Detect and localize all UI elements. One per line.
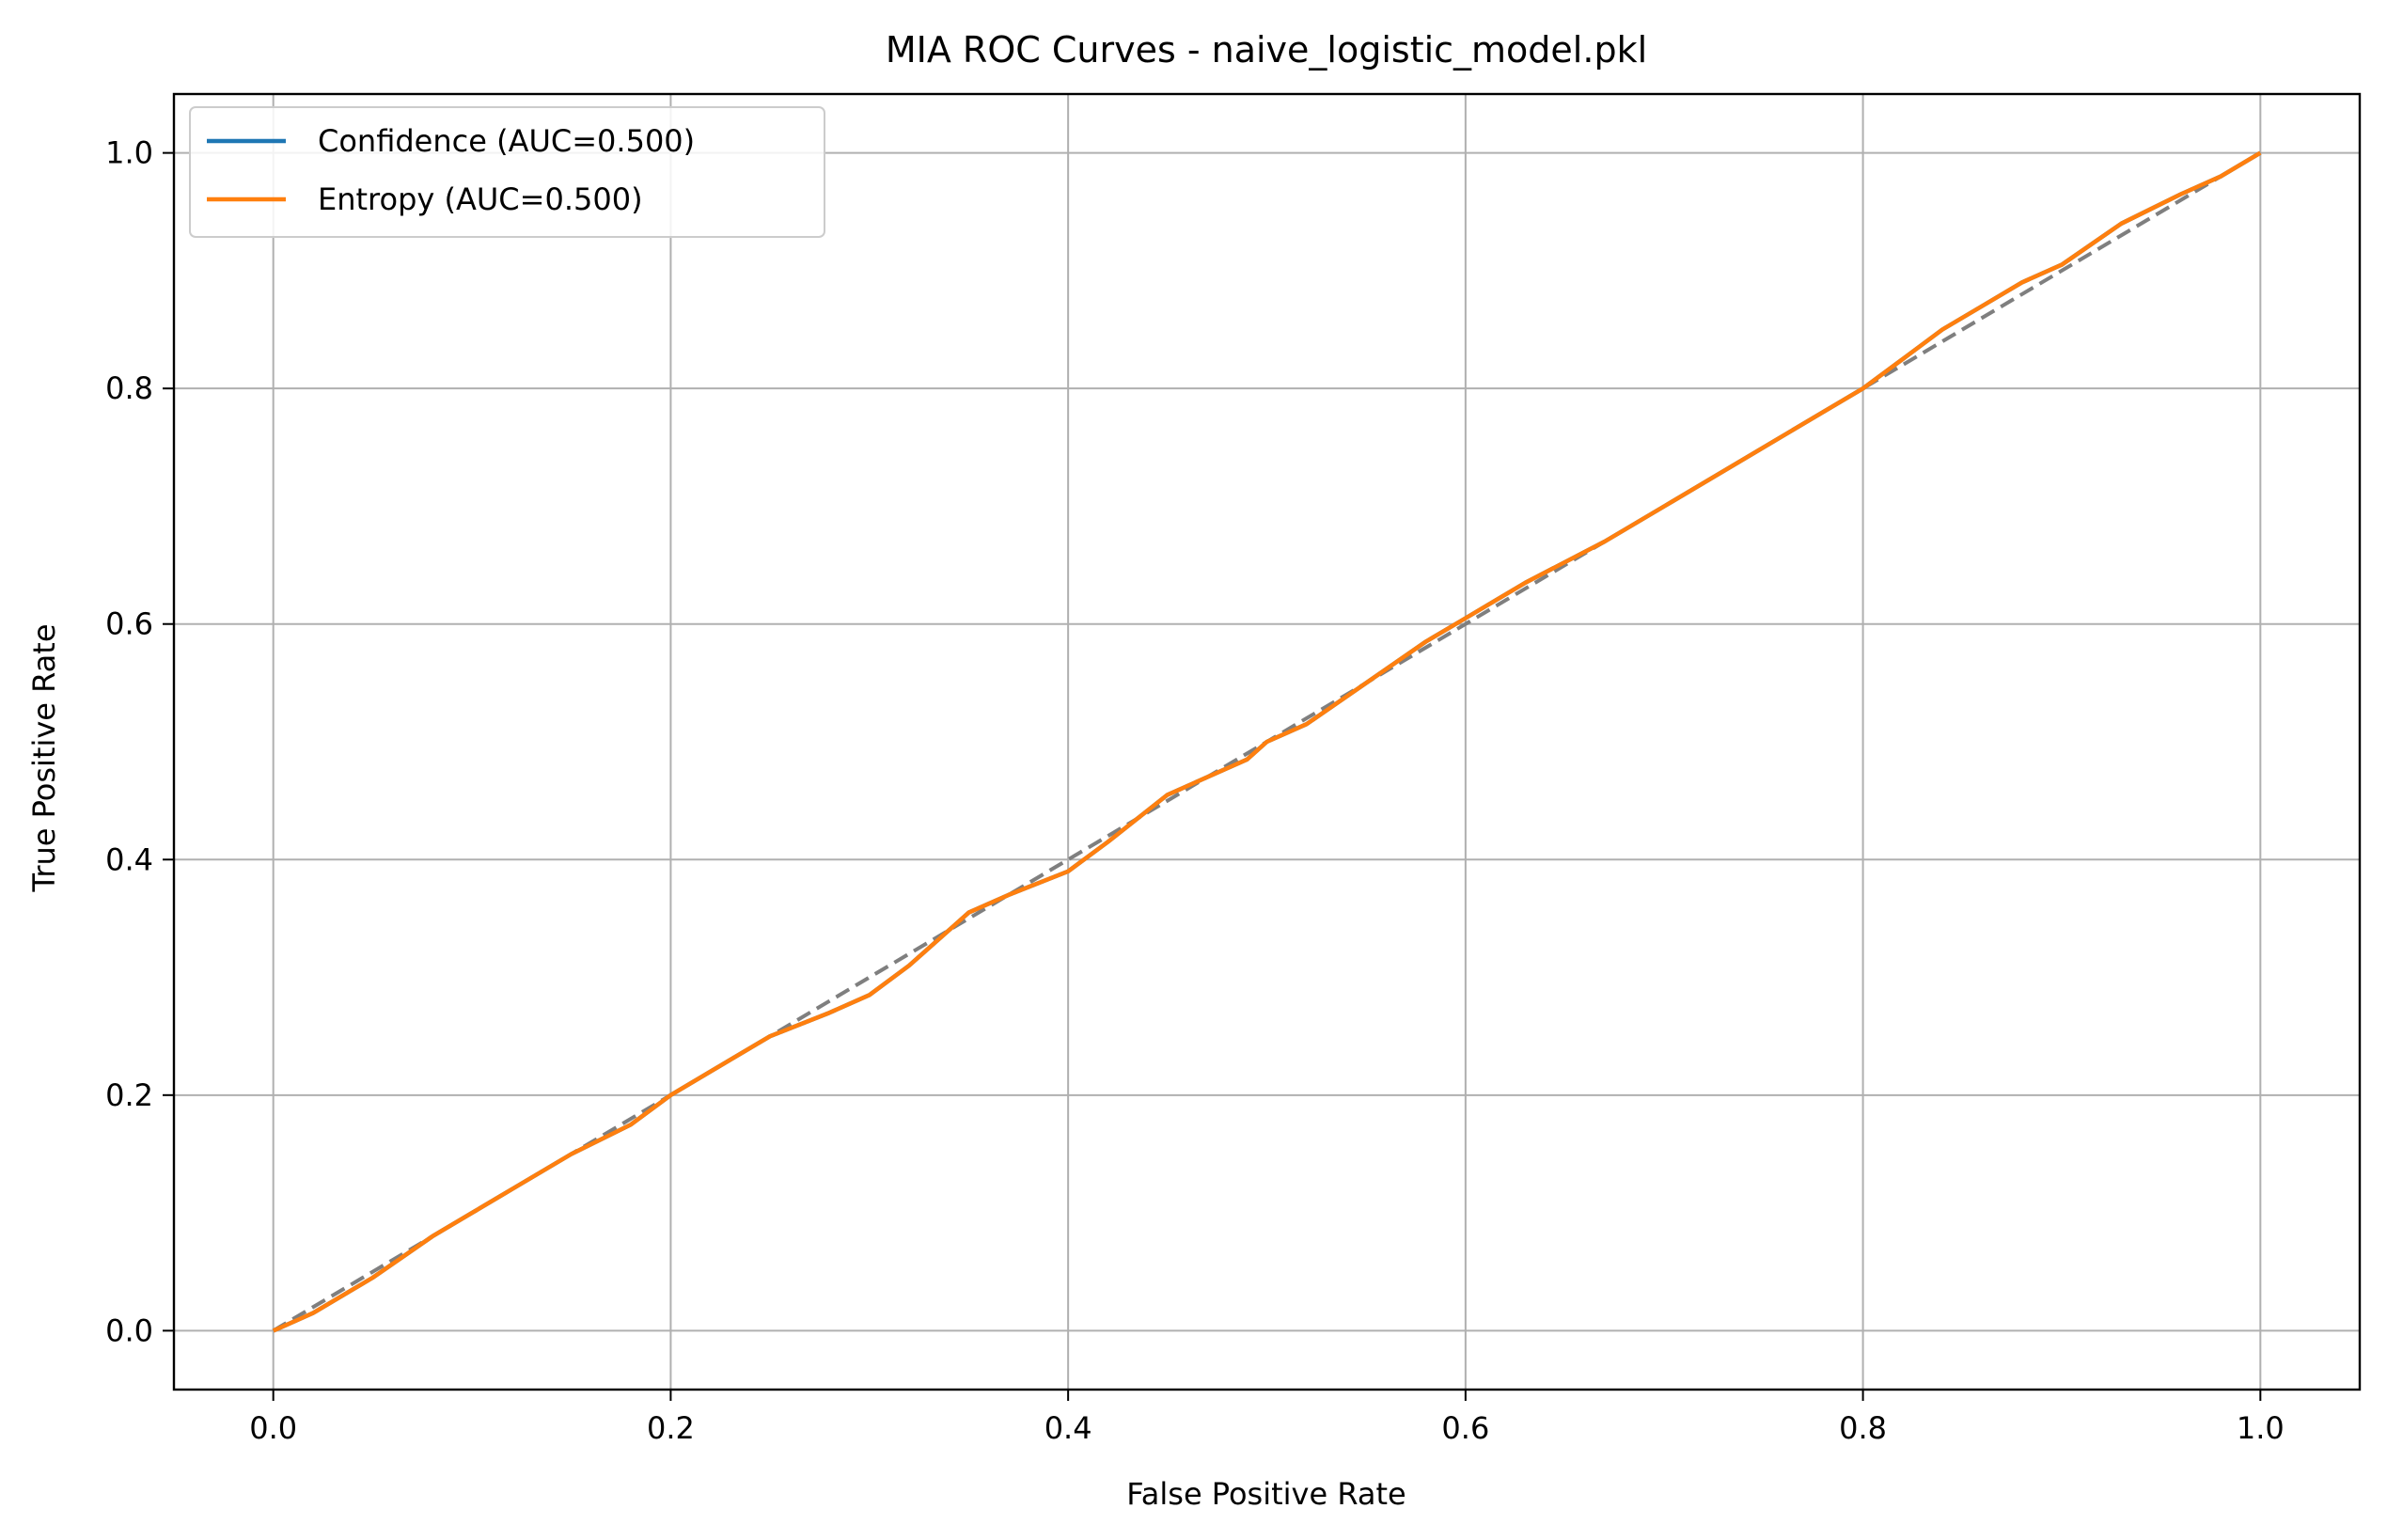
x-axis-ticks: 0.0 0.2 0.4 0.6 0.8 1.0 — [249, 1390, 2285, 1446]
x-tick-label: 0.8 — [1839, 1410, 1887, 1446]
series-lines — [272, 150, 2262, 1333]
y-tick-label: 0.8 — [105, 370, 153, 406]
legend-entry-label: Entropy (AUC=0.500) — [318, 181, 643, 217]
plot-frame — [172, 92, 2362, 1391]
grid — [174, 94, 2360, 1390]
y-tick-label: 0.4 — [105, 841, 153, 877]
y-axis-ticks: 0.0 0.2 0.4 0.6 0.8 1.0 — [105, 135, 174, 1348]
legend-box — [189, 106, 825, 238]
legend: Confidence (AUC=0.500) Entropy (AUC=0.500… — [189, 106, 825, 238]
series-line-entropy — [272, 150, 2262, 1333]
y-axis-label: True Positive Rate — [26, 623, 62, 892]
x-tick-label: 0.0 — [249, 1410, 297, 1446]
y-tick-label: 0.0 — [105, 1312, 153, 1348]
y-tick-label: 1.0 — [105, 135, 153, 171]
y-tick-label: 0.6 — [105, 606, 153, 642]
x-axis-label: False Positive Rate — [1126, 1476, 1406, 1512]
x-tick-label: 0.4 — [1044, 1410, 1092, 1446]
x-tick-label: 0.6 — [1441, 1410, 1489, 1446]
legend-entry-label: Confidence (AUC=0.500) — [318, 123, 695, 159]
x-tick-label: 1.0 — [2237, 1410, 2285, 1446]
chart-title: MIA ROC Curves - naive_logistic_model.pk… — [886, 29, 1647, 71]
x-tick-label: 0.2 — [647, 1410, 695, 1446]
y-tick-label: 0.2 — [105, 1077, 153, 1113]
